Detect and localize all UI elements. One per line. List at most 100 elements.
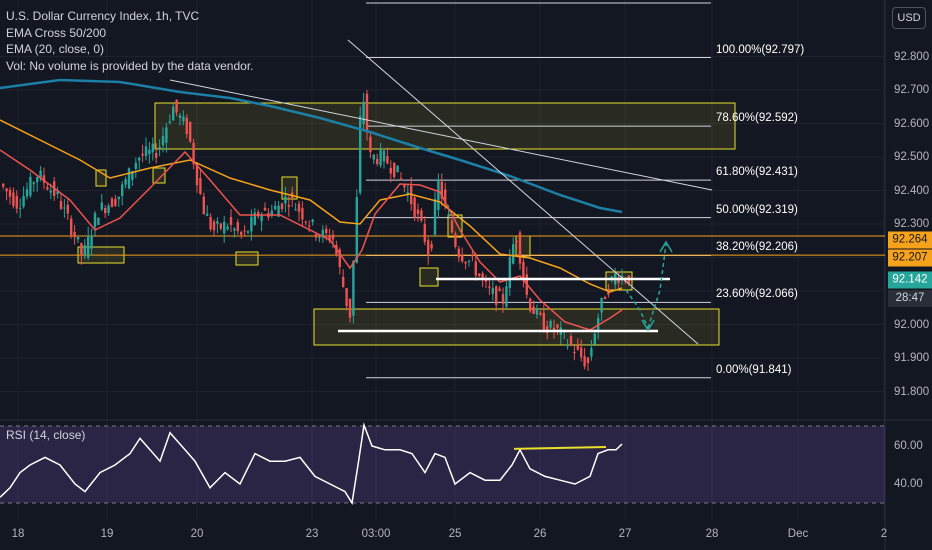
last-price-badge: 92.142 <box>888 271 932 289</box>
candle-body <box>495 286 498 305</box>
price-tick-label: 92.400 <box>894 184 930 197</box>
candle-body <box>450 220 454 233</box>
candle-body <box>216 221 219 224</box>
rsi-tick-label: 60.00 <box>894 440 923 452</box>
candle-body <box>546 326 549 333</box>
candle-body <box>107 205 110 213</box>
time-tick-label: 03:00 <box>361 528 391 540</box>
candle-body <box>287 204 290 207</box>
candle-body <box>110 198 114 208</box>
candle-body <box>369 136 372 153</box>
candle-body <box>474 261 477 276</box>
ema-lines <box>0 78 623 331</box>
candle-body <box>386 155 389 164</box>
candle-body <box>552 327 556 331</box>
candle-body <box>413 197 416 218</box>
candle-body <box>277 205 280 217</box>
candle-body <box>352 260 355 316</box>
candle-body <box>491 288 494 294</box>
zone-box <box>419 267 439 287</box>
candle-body <box>22 196 25 207</box>
time-tick-label: 20 <box>190 528 204 540</box>
indicator-volume[interactable]: Vol: No volume is provided by the data v… <box>6 58 254 73</box>
candle-body <box>348 298 352 318</box>
trendline-steep <box>347 39 699 345</box>
time-tick-label: 27 <box>618 528 632 540</box>
candlestick-series <box>2 89 630 371</box>
candle-body <box>399 178 403 180</box>
indicator-ema-20[interactable]: EMA (20, close, 0) <box>6 42 105 56</box>
ema-20-line <box>0 149 623 331</box>
candle-body <box>403 184 406 188</box>
fib-level-label: 100.00%(92.797) <box>716 43 805 56</box>
candle-body <box>342 276 345 287</box>
ema-200-line <box>0 78 623 214</box>
candle-body <box>124 179 127 185</box>
candle-body <box>246 231 250 233</box>
candle-body <box>522 261 525 279</box>
candle-body <box>274 205 277 210</box>
candle-body <box>593 333 596 345</box>
rsi-band <box>0 426 885 503</box>
candle-body <box>202 196 205 215</box>
candle-body <box>454 233 457 247</box>
price-tick-label: 92.000 <box>894 318 930 331</box>
candle-body <box>138 157 141 161</box>
candle-body <box>505 286 508 307</box>
candle-body <box>114 199 117 206</box>
candle-body <box>195 162 199 186</box>
candle-body <box>270 210 273 216</box>
candle-body <box>393 162 396 177</box>
candle-body <box>539 312 542 315</box>
zone-box <box>313 308 720 346</box>
candle-body <box>498 288 501 291</box>
rsi-line <box>0 422 623 506</box>
candle-body <box>148 149 151 155</box>
level-a-badge: 92.264 <box>888 231 932 249</box>
candle-body <box>240 231 243 235</box>
candle-body <box>206 213 209 216</box>
rsi-title[interactable]: RSI (14, close) <box>6 428 86 442</box>
candle-body <box>46 187 49 190</box>
candle-body <box>19 207 22 209</box>
candle-body <box>104 208 107 214</box>
candle-body <box>355 197 358 263</box>
candle-body <box>321 229 324 238</box>
candle-body <box>461 254 464 262</box>
candle-body <box>444 189 447 204</box>
candle-body <box>15 196 18 209</box>
rsi-tick-label: 40.00 <box>894 478 923 490</box>
rsi-panel <box>0 422 885 506</box>
indicator-ema-cross[interactable]: EMA Cross 50/200 <box>6 25 107 40</box>
candle-body <box>430 243 433 249</box>
candle-body <box>2 183 5 187</box>
time-tick-label: 19 <box>100 528 114 540</box>
price-tick-label: 92.800 <box>894 50 930 63</box>
candle-body <box>192 142 195 165</box>
candle-body <box>447 215 450 217</box>
price-tick-label: 92.600 <box>894 117 930 130</box>
time-tick-label: 25 <box>448 528 462 540</box>
level-b-badge: 92.207 <box>888 249 932 267</box>
candle-body <box>39 170 42 180</box>
candle-body <box>416 209 420 214</box>
candle-body <box>144 146 148 157</box>
candle-body <box>328 236 331 241</box>
candle-body <box>535 307 539 315</box>
candle-body <box>117 196 120 200</box>
candle-body <box>59 200 63 209</box>
zone-box <box>235 251 259 266</box>
candle-body <box>29 176 32 196</box>
candle-body <box>100 202 103 210</box>
candle-body <box>501 294 505 304</box>
symbol-title[interactable]: U.S. Dollar Currency Index, 1h, TVC <box>6 9 200 23</box>
candle-body <box>243 230 246 232</box>
currency-button[interactable]: USD <box>892 7 926 29</box>
candle-body <box>440 181 443 199</box>
candle-body <box>158 146 161 149</box>
price-tick-label: 92.500 <box>894 151 930 163</box>
candle-body <box>566 344 569 347</box>
candle-body <box>433 199 437 235</box>
candle-body <box>600 297 603 313</box>
